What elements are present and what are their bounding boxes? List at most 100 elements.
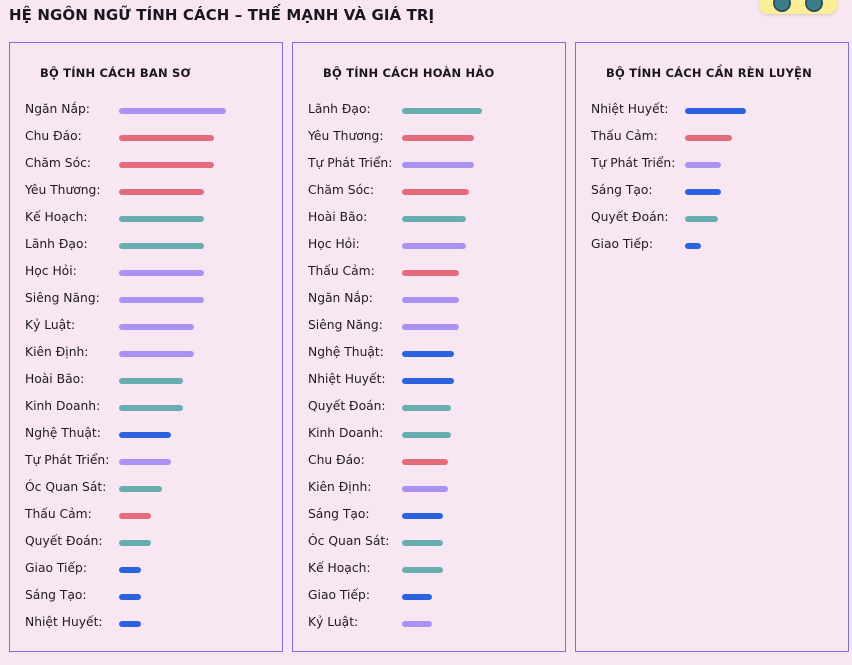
trait-bar xyxy=(402,405,451,411)
trait-row: Thấu Cảm: xyxy=(308,264,548,291)
trait-label: Siêng Năng: xyxy=(308,318,383,332)
trait-row: Giao Tiếp: xyxy=(308,588,548,615)
trait-row: Kiên Định: xyxy=(308,480,548,507)
circle-icon xyxy=(805,0,823,12)
trait-bar xyxy=(119,621,141,627)
trait-bar xyxy=(119,189,204,195)
trait-label: Học Hỏi: xyxy=(25,264,77,278)
trait-row: Quyết Đoán: xyxy=(25,534,265,561)
trait-row: Nhiệt Huyết: xyxy=(308,372,548,399)
trait-label: Yêu Thương: xyxy=(308,129,384,143)
trait-label: Thấu Cảm: xyxy=(308,264,375,278)
corner-badge[interactable] xyxy=(759,0,837,14)
trait-label: Nhiệt Huyết: xyxy=(25,615,103,629)
trait-label: Học Hỏi: xyxy=(308,237,360,251)
trait-label: Siêng Năng: xyxy=(25,291,100,305)
trait-row: Kinh Doanh: xyxy=(308,426,548,453)
trait-bar xyxy=(402,378,454,384)
trait-label: Kiên Định: xyxy=(308,480,372,494)
trait-bar xyxy=(402,297,459,303)
trait-bar xyxy=(685,162,721,168)
circle-icon xyxy=(773,0,791,12)
trait-bar xyxy=(119,351,194,357)
trait-bar xyxy=(685,108,746,114)
trait-bar xyxy=(685,216,718,222)
trait-label: Yêu Thương: xyxy=(25,183,101,197)
trait-bar xyxy=(402,459,448,465)
trait-bar xyxy=(402,351,454,357)
trait-row: Siêng Năng: xyxy=(25,291,265,318)
trait-label: Kiên Định: xyxy=(25,345,89,359)
trait-row: Hoài Bão: xyxy=(308,210,548,237)
trait-label: Óc Quan Sát: xyxy=(308,534,390,548)
trait-bar xyxy=(402,486,448,492)
trait-row: Nhiệt Huyết: xyxy=(25,615,265,642)
trait-label: Giao Tiếp: xyxy=(25,561,87,575)
trait-row: Quyết Đoán: xyxy=(591,210,831,237)
trait-label: Kinh Doanh: xyxy=(308,426,384,440)
trait-label: Óc Quan Sát: xyxy=(25,480,107,494)
trait-label: Sáng Tạo: xyxy=(25,588,87,602)
trait-bar xyxy=(402,108,482,114)
trait-row: Tự Phát Triển: xyxy=(308,156,548,183)
trait-label: Kỷ Luật: xyxy=(308,615,359,629)
trait-row: Sáng Tạo: xyxy=(25,588,265,615)
trait-label: Quyết Đoán: xyxy=(591,210,669,224)
trait-row: Óc Quan Sát: xyxy=(308,534,548,561)
panel-title: BỘ TÍNH CÁCH BAN SƠ xyxy=(40,66,191,80)
page-title: HỆ NGÔN NGỮ TÍNH CÁCH – THẾ MẠNH VÀ GIÁ … xyxy=(9,6,435,24)
trait-label: Nghệ Thuật: xyxy=(308,345,384,359)
trait-row: Tự Phát Triển: xyxy=(25,453,265,480)
trait-row: Siêng Năng: xyxy=(308,318,548,345)
trait-label: Nhiệt Huyết: xyxy=(308,372,386,386)
trait-label: Quyết Đoán: xyxy=(25,534,103,548)
panel-title: BỘ TÍNH CÁCH CẦN RÈN LUYỆN xyxy=(606,66,812,80)
trait-bar xyxy=(685,189,721,195)
trait-bar xyxy=(402,243,466,249)
trait-row: Quyết Đoán: xyxy=(308,399,548,426)
panel-ban-so: BỘ TÍNH CÁCH BAN SƠ Ngăn Nắp: Chu Đáo: Chă… xyxy=(9,42,283,652)
trait-bar xyxy=(119,486,162,492)
trait-label: Sáng Tạo: xyxy=(591,183,653,197)
trait-label: Giao Tiếp: xyxy=(591,237,653,251)
trait-row: Thấu Cảm: xyxy=(591,129,831,156)
trait-bar xyxy=(119,513,151,519)
trait-label: Kỷ Luật: xyxy=(25,318,76,332)
trait-row: Chăm Sóc: xyxy=(25,156,265,183)
trait-bar xyxy=(402,324,459,330)
trait-bar xyxy=(119,540,151,546)
trait-bar xyxy=(119,216,204,222)
trait-bar xyxy=(402,135,474,141)
trait-row: Giao Tiếp: xyxy=(25,561,265,588)
trait-row: Nhiệt Huyết: xyxy=(591,102,831,129)
trait-label: Chu Đáo: xyxy=(308,453,365,467)
trait-label: Chăm Sóc: xyxy=(25,156,92,170)
trait-label: Ngăn Nắp: xyxy=(25,102,90,116)
trait-row: Ngăn Nắp: xyxy=(308,291,548,318)
trait-row: Kế Hoạch: xyxy=(25,210,265,237)
trait-row: Kiên Định: xyxy=(25,345,265,372)
trait-bar xyxy=(119,297,204,303)
trait-label: Tự Phát Triển: xyxy=(308,156,393,170)
trait-label: Kế Hoạch: xyxy=(25,210,88,224)
trait-row: Ngăn Nắp: xyxy=(25,102,265,129)
trait-list: Ngăn Nắp: Chu Đáo: Chăm Sóc: Yêu Thương: Kế … xyxy=(25,102,265,642)
trait-bar xyxy=(402,621,432,627)
trait-row: Học Hỏi: xyxy=(308,237,548,264)
trait-bar xyxy=(119,135,214,141)
trait-row: Kỷ Luật: xyxy=(25,318,265,345)
trait-list: Nhiệt Huyết: Thấu Cảm: Tự Phát Triển: Sáng … xyxy=(591,102,831,264)
trait-row: Lãnh Đạo: xyxy=(308,102,548,129)
trait-bar xyxy=(402,513,443,519)
trait-bar xyxy=(119,270,204,276)
trait-bar xyxy=(685,135,732,141)
trait-bar xyxy=(402,567,443,573)
trait-label: Kế Hoạch: xyxy=(308,561,371,575)
trait-label: Chăm Sóc: xyxy=(308,183,375,197)
trait-row: Yêu Thương: xyxy=(25,183,265,210)
panel-title: BỘ TÍNH CÁCH HOÀN HẢO xyxy=(323,66,495,80)
trait-bar xyxy=(119,243,204,249)
trait-row: Chu Đáo: xyxy=(25,129,265,156)
panel-hoan-hao: BỘ TÍNH CÁCH HOÀN HẢO Lãnh Đạo: Yêu Thươn… xyxy=(292,42,566,652)
trait-row: Hoài Bão: xyxy=(25,372,265,399)
